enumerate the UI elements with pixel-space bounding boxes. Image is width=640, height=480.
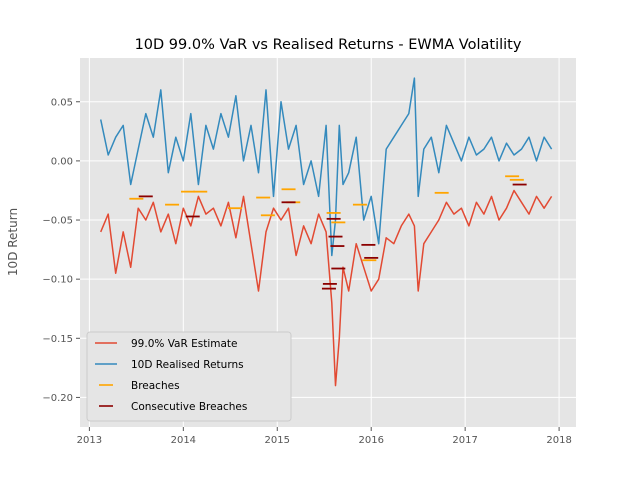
x-tick-label: 2018 — [546, 435, 571, 446]
y-tick-label: 0.05 — [51, 97, 73, 108]
var-estimate-line — [100, 189, 553, 387]
legend-box — [86, 331, 292, 422]
realised-returns-line — [99, 77, 553, 257]
legend-label-breaches: Breaches — [131, 380, 180, 392]
axis-ticks: 2013 2014 2015 2016 2017 2018 0.05 0.00 −0.05 −0.… — [42, 97, 571, 446]
legend-label-consecutive: Consecutive Breaches — [131, 401, 247, 413]
y-tick-label: −0.05 — [42, 216, 73, 227]
breach-markers — [129, 175, 527, 290]
y-tick-label: −0.10 — [42, 275, 73, 286]
legend-label-returns: 10D Realised Returns — [131, 359, 244, 371]
x-tick-label: 2016 — [358, 435, 383, 446]
y-tick-label: 0.00 — [51, 156, 73, 167]
y-tick-label: −0.15 — [42, 334, 73, 345]
legend: 99.0% VaR Estimate 10D Realised Returns … — [86, 331, 292, 422]
series-layer — [99, 77, 553, 387]
x-tick-label: 2015 — [265, 435, 290, 446]
legend-label-var: 99.0% VaR Estimate — [131, 338, 238, 350]
x-tick-label: 2013 — [77, 435, 102, 446]
x-tick-label: 2014 — [171, 435, 196, 446]
x-tick-label: 2017 — [452, 435, 477, 446]
y-axis-label: 10D Return — [6, 208, 20, 276]
chart-title: 10D 99.0% VaR vs Realised Returns - EWMA… — [135, 37, 522, 53]
y-tick-label: −0.20 — [42, 393, 73, 404]
